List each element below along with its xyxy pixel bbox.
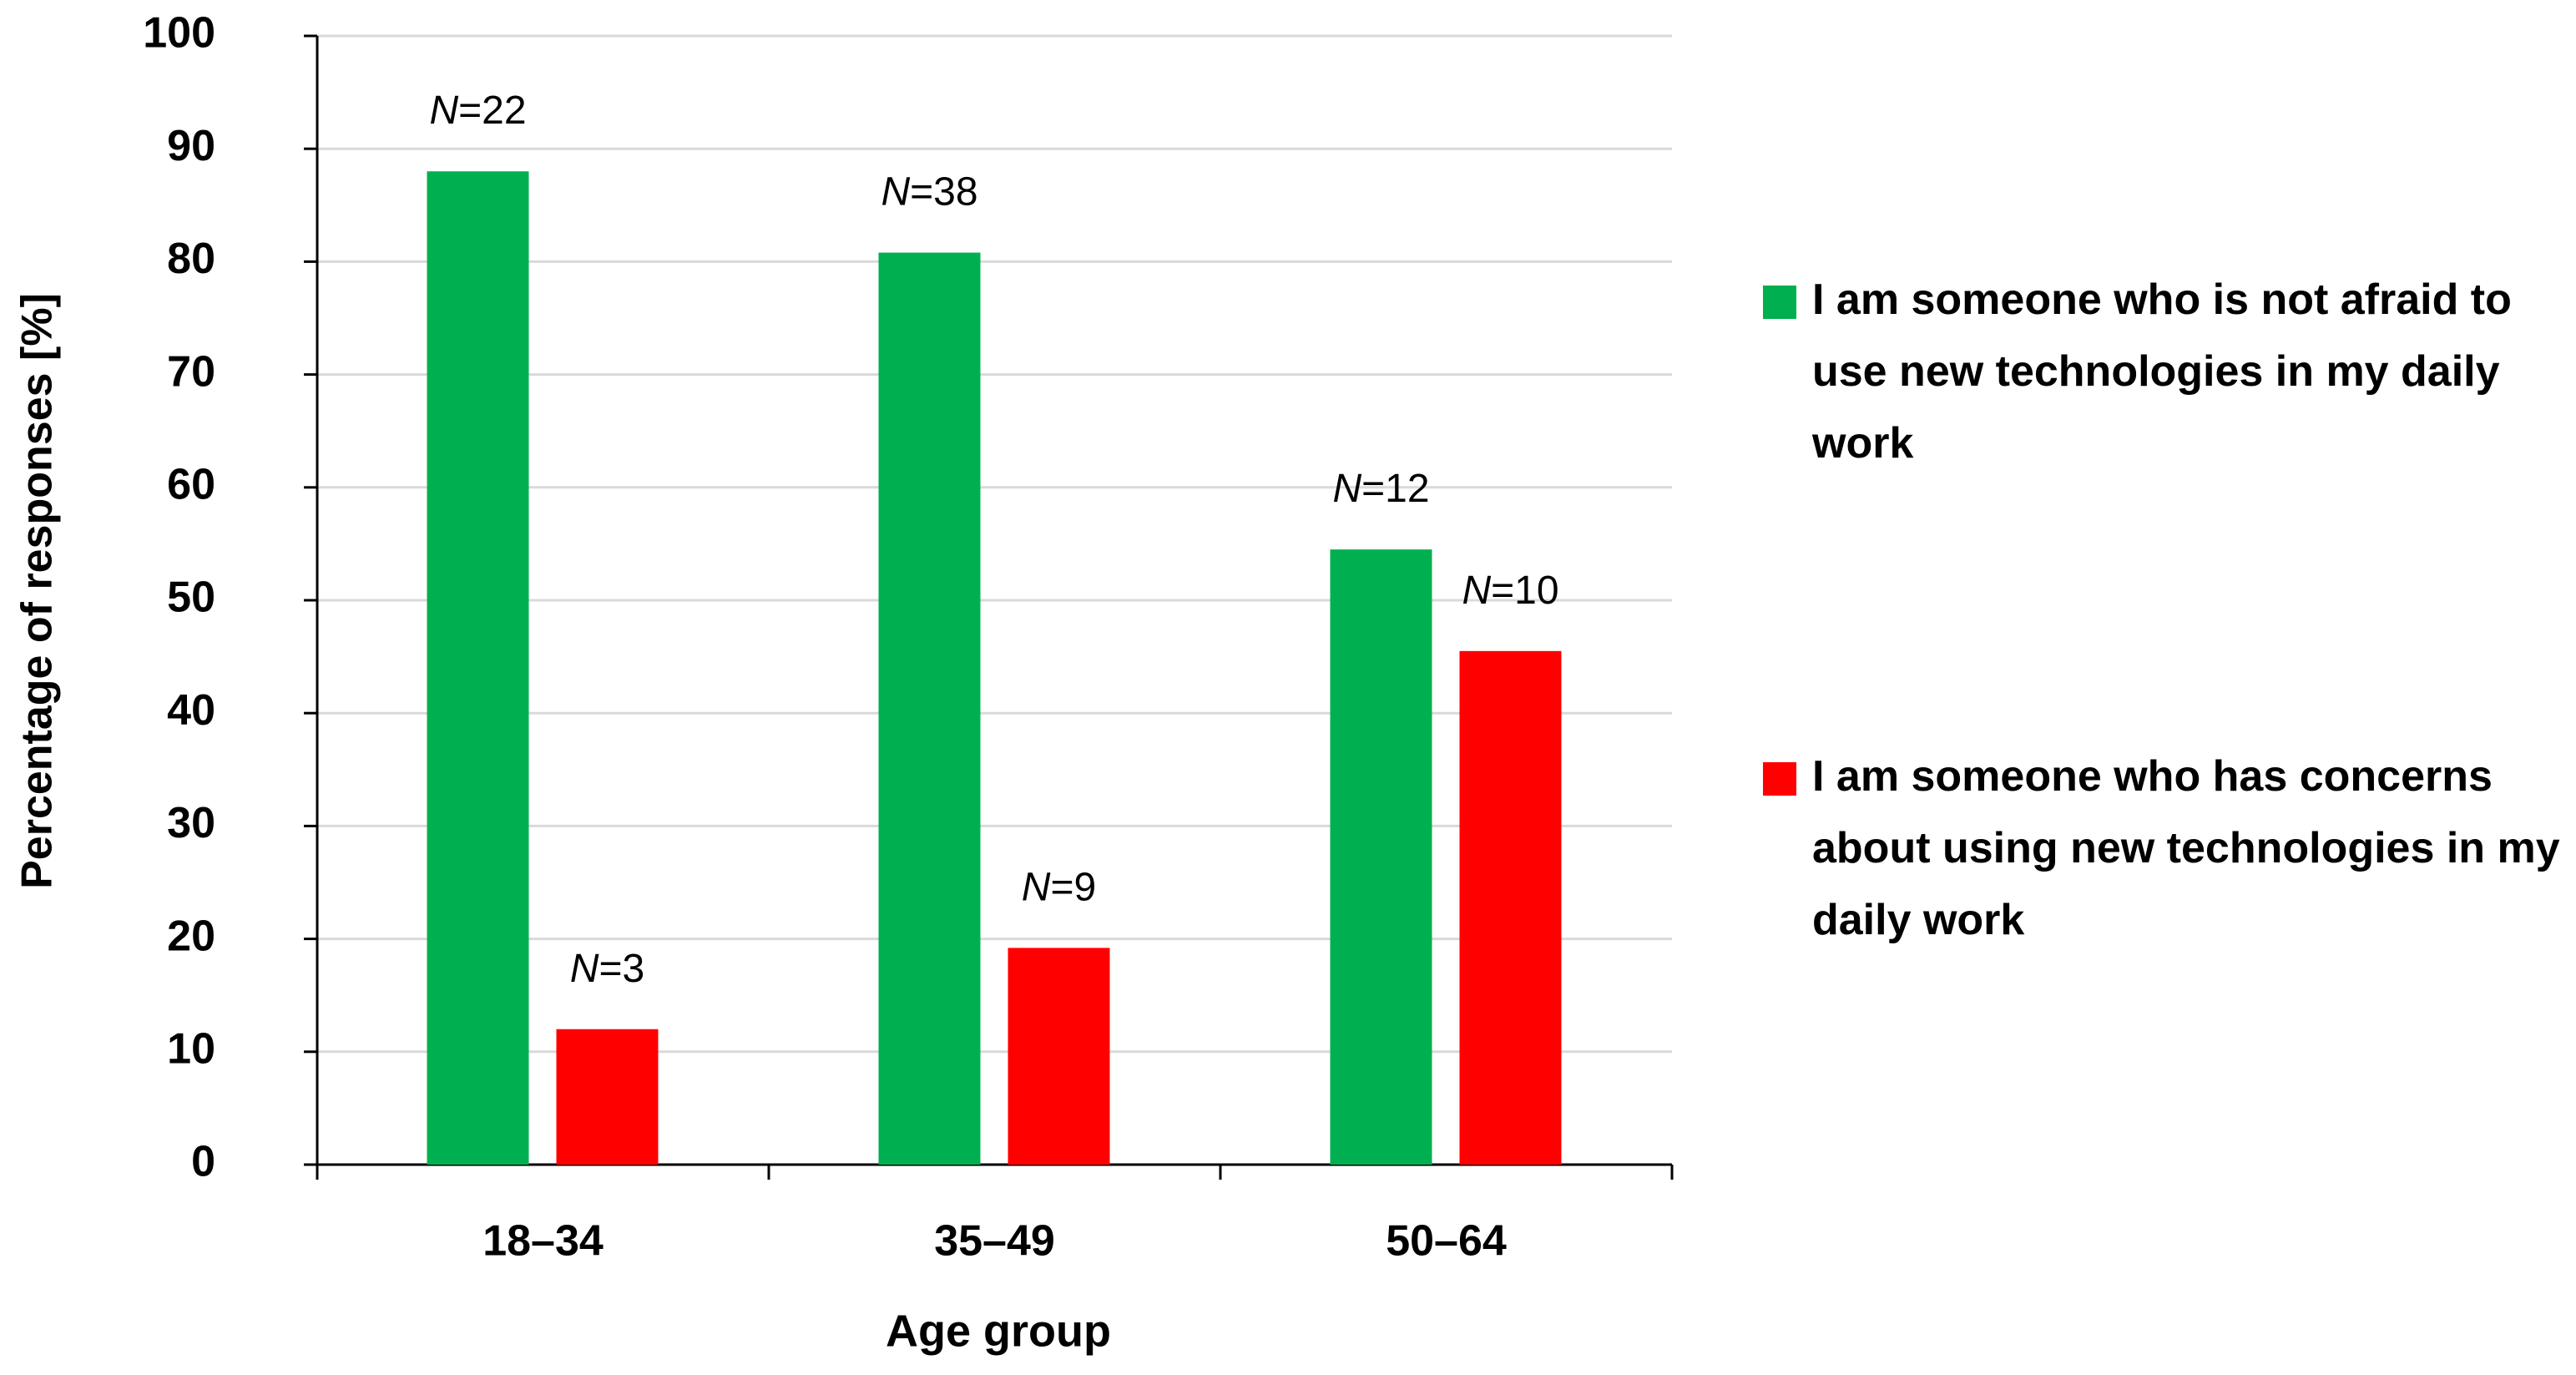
y-tick-label: 10 bbox=[167, 1025, 215, 1074]
legend-line: use new technologies in my daily bbox=[1812, 347, 2512, 396]
bar bbox=[556, 1029, 659, 1165]
y-axis-title: Percentage of responses [%] bbox=[13, 293, 62, 889]
x-axis-title: Age group bbox=[886, 1306, 1111, 1356]
legend-line: I am someone who has concerns bbox=[1812, 752, 2504, 801]
y-tick-label: 100 bbox=[143, 9, 215, 58]
bar bbox=[1459, 650, 1562, 1165]
label-rest: =12 bbox=[1361, 467, 1429, 511]
count-label: N=38 bbox=[881, 169, 977, 214]
label-italic: N bbox=[881, 169, 910, 214]
y-tick-label: 40 bbox=[167, 686, 215, 735]
legend-line: daily work bbox=[1812, 896, 2024, 944]
y-tick-label: 50 bbox=[167, 574, 215, 622]
label-rest: =38 bbox=[910, 169, 977, 214]
legend-line: I am someone who is not afraid to bbox=[1812, 276, 2523, 324]
label-rest: =3 bbox=[599, 946, 644, 990]
legend-swatch bbox=[1763, 286, 1796, 319]
label-rest: =22 bbox=[458, 88, 526, 133]
label-italic: N bbox=[1332, 467, 1361, 511]
y-tick-label: 30 bbox=[167, 799, 215, 847]
label-italic: N bbox=[429, 88, 458, 133]
x-tick-label: 18–34 bbox=[482, 1217, 604, 1266]
y-tick-label: 0 bbox=[191, 1138, 215, 1186]
y-tick-label: 60 bbox=[167, 461, 215, 509]
count-label: N=3 bbox=[570, 946, 644, 990]
label-rest: =9 bbox=[1050, 865, 1096, 909]
legend-swatch bbox=[1763, 762, 1796, 796]
legend-line: about using new technologies in my bbox=[1812, 824, 2572, 872]
bar bbox=[1008, 948, 1110, 1165]
bar bbox=[427, 171, 529, 1165]
count-label: N=10 bbox=[1462, 569, 1558, 613]
label-rest: =10 bbox=[1491, 569, 1558, 613]
y-tick-label: 20 bbox=[167, 912, 215, 960]
label-italic: N bbox=[1462, 569, 1491, 613]
x-tick-label: 35–49 bbox=[934, 1217, 1055, 1266]
label-italic: N bbox=[1022, 865, 1051, 909]
count-label: N=9 bbox=[1022, 865, 1096, 909]
count-label: N=12 bbox=[1332, 467, 1429, 511]
x-tick-label: 50–64 bbox=[1386, 1217, 1507, 1266]
legend-line: work bbox=[1811, 419, 1913, 468]
legend-label: I am someone who is not afraid to use ne… bbox=[1811, 276, 2523, 468]
y-tick-label: 70 bbox=[167, 347, 215, 396]
label-italic: N bbox=[570, 946, 599, 990]
y-tick-label: 90 bbox=[167, 122, 215, 170]
bar bbox=[878, 252, 981, 1165]
bar bbox=[1330, 549, 1432, 1165]
legend-label: I am someone who has concerns about usin… bbox=[1812, 752, 2572, 944]
y-tick-label: 80 bbox=[167, 235, 215, 283]
count-label: N=22 bbox=[429, 88, 526, 133]
